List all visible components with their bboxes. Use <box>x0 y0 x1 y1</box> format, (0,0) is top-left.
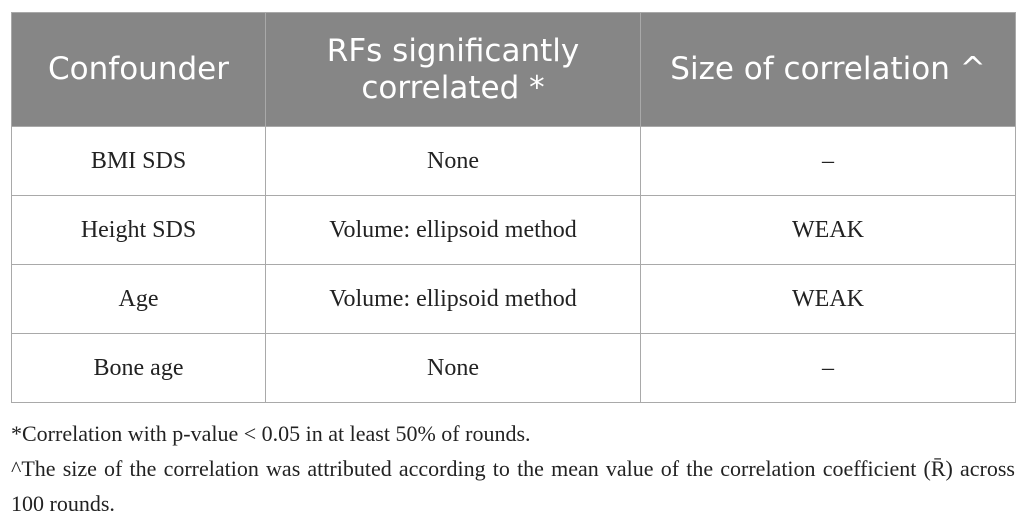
table-cell: Volume: ellipsoid method <box>265 264 641 334</box>
footnote: *Correlation with p-value < 0.05 in at l… <box>11 421 531 446</box>
table-row: Bone age None – <box>11 333 1016 403</box>
table-body: BMI SDS None – Height SDS Volume: ellipsoid … <box>11 126 1016 403</box>
table-row: BMI SDS None – <box>11 126 1016 196</box>
table-cell: Bone age <box>11 333 266 403</box>
table-cell: Age <box>11 264 266 334</box>
table-row: Height SDS Volume: ellipsoid method WEAK <box>11 195 1016 265</box>
table-cell: None <box>265 126 641 196</box>
header-cell: RFs significantly correlated * <box>265 12 641 127</box>
table-cell: Height SDS <box>11 195 266 265</box>
footnote: ^The size of the correlation was attribu… <box>11 456 1015 516</box>
table-cell: WEAK <box>640 195 1016 265</box>
table-cell: WEAK <box>640 264 1016 334</box>
header-cell: Confounder <box>11 12 266 127</box>
table-cell: BMI SDS <box>11 126 266 196</box>
table-cell: None <box>265 333 641 403</box>
table-cell: – <box>640 126 1016 196</box>
table-row: Age Volume: ellipsoid method WEAK <box>11 264 1016 334</box>
table-cell: – <box>640 333 1016 403</box>
footnotes: *Correlation with p-value < 0.05 in at l… <box>11 416 1015 521</box>
header-row: Confounder RFs significantly correlated *… <box>11 12 1016 127</box>
table: Confounder RFs significantly correlated *… <box>11 12 1016 403</box>
header-cell: Size of correlation ^ <box>640 12 1016 127</box>
table-cell: Volume: ellipsoid method <box>265 195 641 265</box>
